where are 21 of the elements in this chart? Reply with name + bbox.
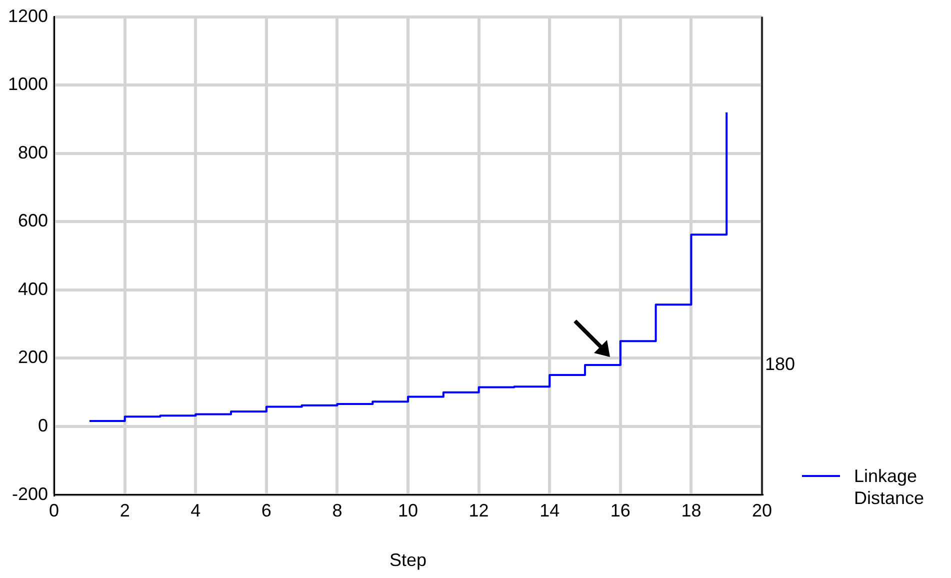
- legend-label: Linkage Distance: [854, 464, 926, 509]
- x-tick-label: 20: [752, 500, 772, 521]
- x-tick-label: 14: [540, 500, 560, 521]
- x-tick-label: 8: [332, 500, 342, 521]
- y-tick-label: 1200: [8, 6, 48, 26]
- x-tick-label: 16: [610, 500, 630, 521]
- y-tick-label: 0: [38, 415, 48, 436]
- y-tick-label: 600: [18, 210, 48, 231]
- y-tick-label: 400: [18, 278, 48, 299]
- x-tick-label: 10: [398, 500, 418, 521]
- x-tick-label: 2: [120, 500, 130, 521]
- y-tick-label: 1000: [8, 74, 48, 94]
- x-tick-label: 18: [681, 500, 702, 521]
- x-axis-title: Step: [390, 550, 427, 570]
- y-tick-label: 800: [18, 142, 48, 162]
- y-tick-label: 200: [18, 347, 48, 368]
- text: 180: [765, 354, 796, 374]
- x-tick-label: 4: [190, 500, 201, 521]
- y-tick-label: -200: [12, 484, 48, 504]
- x-tick-label: 12: [468, 500, 489, 521]
- x-tick-label: 6: [261, 500, 272, 521]
